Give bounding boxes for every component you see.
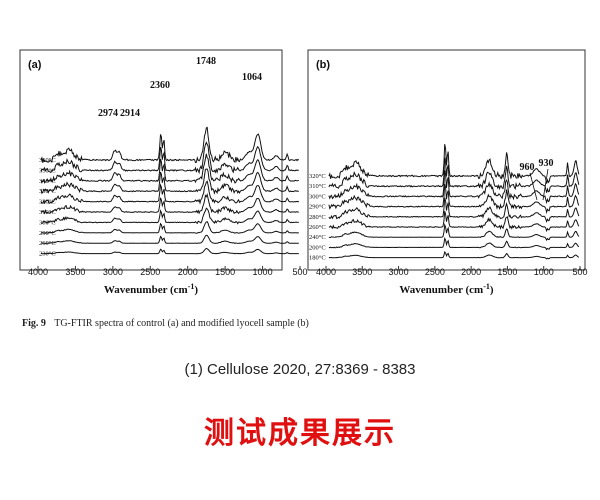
- panel-label: (b): [316, 59, 330, 71]
- spectrum-line: [328, 157, 580, 193]
- series-temperature-label: 350°C: [39, 167, 56, 174]
- spectrum-line: [40, 168, 299, 195]
- x-tick-label: 3000: [103, 267, 123, 277]
- series-temperature-label: 320°C: [39, 199, 56, 206]
- x-tick-label: 1500: [215, 267, 235, 277]
- spectrum-line: [328, 237, 580, 251]
- spectrum-line: [40, 247, 299, 255]
- series-temperature-label: 320°C: [309, 173, 326, 180]
- series-temperature-label: 280°C: [309, 214, 326, 221]
- spectrum-line: [40, 153, 299, 184]
- spectrum-line: [40, 221, 299, 234]
- peak-pointer-line: [542, 168, 549, 201]
- x-axis-label: Wavenumber (cm-1): [399, 282, 494, 296]
- series-temperature-label: 360°C: [39, 157, 56, 164]
- x-tick-label: 500: [292, 267, 307, 277]
- figure-caption-label: Fig. 9: [22, 318, 46, 329]
- panel-a: (a) 4000 3500 3000 2500 2000 1500 1000 500 Wavenu…: [19, 49, 308, 296]
- series-temperature-label: 230°C: [39, 251, 56, 258]
- spectrum-line: [328, 222, 580, 242]
- spectrum-line: [41, 234, 299, 245]
- series-temperature-label: 340°C: [39, 178, 56, 185]
- x-tick-label: 2500: [140, 267, 160, 277]
- series-temperature-label: 290°C: [309, 204, 326, 211]
- x-tick-label: 1500: [497, 267, 517, 277]
- figure-caption: Fig. 9 TG-FTIR spectra of control (a) an…: [22, 318, 309, 329]
- series-temperature-label: 300°C: [39, 219, 56, 226]
- spectrum-line: [328, 197, 580, 223]
- series-temperature-label: 180°C: [309, 255, 326, 262]
- peak-label: 960: [520, 162, 535, 173]
- spectrum-line: [328, 183, 580, 215]
- peak-label: 1748: [196, 56, 216, 67]
- peak-label: 2914: [120, 108, 140, 119]
- results-banner: 测试成果展示: [204, 416, 396, 451]
- plot-frame: [307, 49, 586, 271]
- peak-label: 2360: [150, 80, 170, 91]
- x-tick-label: 3000: [389, 267, 409, 277]
- peak-label: 2974: [98, 108, 118, 119]
- panel-label: (a): [28, 59, 42, 71]
- series-temperature-label: 310°C: [309, 183, 326, 190]
- peak-pointer-line: [529, 172, 538, 201]
- series-temperature-label: 300°C: [309, 193, 326, 200]
- series-temperature-label: 260°C: [39, 240, 56, 247]
- x-tick-label: 2000: [178, 267, 198, 277]
- spectrum-line: [328, 250, 580, 260]
- spectrum-line: [40, 180, 300, 205]
- series-temperature-label: 260°C: [309, 224, 326, 231]
- spectrum-line: [40, 207, 299, 225]
- x-tick-label: 3500: [65, 267, 85, 277]
- citation-source: (1) Cellulose 2020, 27:8369 - 8383: [184, 361, 416, 378]
- x-tick-label: 2000: [461, 267, 481, 277]
- x-tick-label: 2500: [425, 267, 445, 277]
- figure-caption-text: TG-FTIR spectra of control (a) and modif…: [54, 318, 309, 329]
- x-tick-label: 500: [572, 267, 587, 277]
- spectrum-line: [328, 170, 580, 205]
- x-tick-label: 1000: [253, 267, 273, 277]
- x-axis-label: Wavenumber (cm-1): [104, 282, 199, 296]
- x-tick-label: 3500: [352, 267, 372, 277]
- spectrum-line: [40, 192, 299, 215]
- spectrum-line: [40, 141, 300, 175]
- x-tick-label: 1000: [534, 267, 554, 277]
- spectrum-line: [328, 211, 580, 233]
- peak-label: 1064: [242, 72, 262, 83]
- x-tick-label: 4000: [28, 267, 48, 277]
- series-temperature-label: 310°C: [39, 209, 56, 216]
- peak-label: 930: [539, 158, 554, 169]
- spectrum-line: [328, 144, 580, 184]
- series-temperature-label: 200°C: [309, 244, 326, 251]
- series-temperature-label: 330°C: [39, 188, 56, 195]
- spectrum-line: [40, 126, 300, 164]
- panel-b: (b) 4000 3500 3000 2500 2000 1500 1000 500 Wavenu…: [307, 49, 588, 296]
- series-temperature-label: 240°C: [309, 234, 326, 241]
- series-temperature-label: 290°C: [39, 230, 56, 237]
- x-tick-label: 4000: [316, 267, 336, 277]
